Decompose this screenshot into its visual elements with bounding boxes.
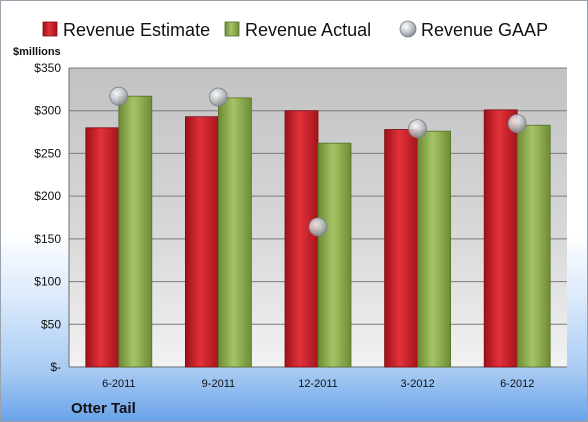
y-tick-label: $250 [34, 146, 61, 160]
y-tick-label: $350 [34, 61, 61, 75]
y-tick-label: $300 [34, 104, 61, 118]
y-tick-label: $- [50, 360, 61, 374]
y-axis-unit-label: $millions [13, 46, 61, 58]
legend-swatch [42, 21, 58, 37]
x-tick-label: 6-2012 [500, 378, 534, 390]
y-tick-label: $100 [34, 275, 61, 289]
x-axis-tick-labels: 6-2011 9-2011 12-2011 3-2012 6-2012 [102, 378, 534, 390]
marker-revenue-gaap [208, 87, 228, 107]
y-tick-label: $50 [41, 317, 61, 331]
legend-label: Revenue Estimate [63, 20, 210, 40]
x-tick-label: 12-2011 [298, 378, 338, 390]
marker-revenue-gaap [408, 119, 428, 139]
bars [85, 95, 551, 368]
bar-revenue-estimate [184, 116, 219, 368]
x-tick-label: 6-2011 [102, 378, 135, 390]
bar-revenue-actual [118, 95, 153, 368]
y-tick-label: $150 [34, 232, 61, 246]
legend-swatch [399, 20, 417, 38]
company-label: Otter Tail [71, 400, 136, 417]
x-tick-label: 9-2011 [202, 378, 235, 390]
legend-swatch [224, 21, 240, 37]
bar-revenue-actual [417, 130, 452, 368]
legend-label: Revenue Actual [245, 20, 371, 40]
bar-revenue-estimate [384, 129, 419, 368]
y-axis-tick-labels: $- $50 $100 $150 $200 $250 $300 $350 [34, 61, 61, 374]
bar-revenue-actual [317, 142, 352, 368]
bar-revenue-actual [217, 97, 252, 368]
marker-revenue-gaap [109, 86, 129, 106]
bar-revenue-actual [516, 124, 551, 368]
x-tick-label: 3-2012 [400, 378, 434, 390]
gaap-markers [109, 86, 527, 237]
bar-revenue-estimate [284, 110, 319, 368]
marker-revenue-gaap [507, 114, 527, 133]
legend-label: Revenue GAAP [421, 20, 548, 40]
bar-revenue-estimate [483, 109, 518, 368]
marker-revenue-gaap [308, 217, 328, 237]
legend: Revenue Estimate Revenue Actual Revenue GA… [42, 20, 548, 40]
bar-revenue-estimate [85, 127, 120, 368]
y-tick-label: $200 [34, 189, 61, 203]
